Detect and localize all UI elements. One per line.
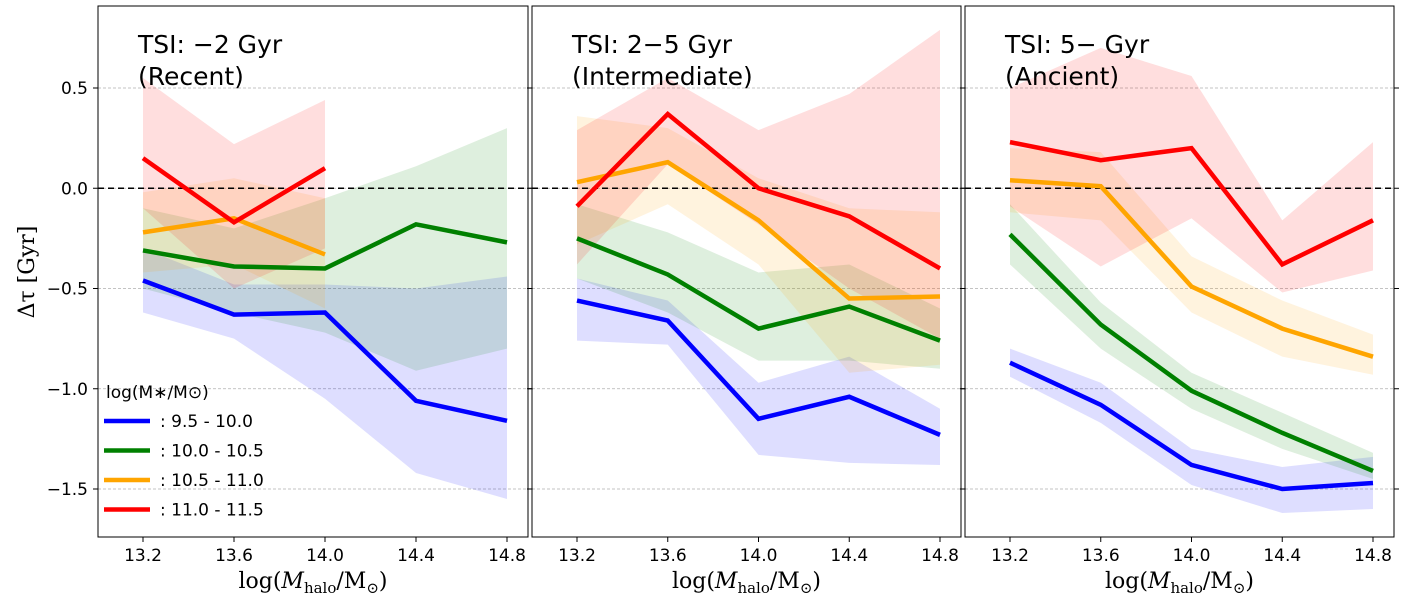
error-band — [577, 278, 940, 465]
x-tick-label: 14.8 — [921, 546, 959, 566]
x-tick-label: 13.2 — [558, 546, 596, 566]
x-tick-label: 14.0 — [306, 546, 344, 566]
legend: log(M∗/M⊙) : 9.5 - 10.0 : 10.0 - 10.5 : 10… — [104, 383, 264, 521]
x-tick-label: 13.2 — [124, 546, 162, 566]
panel-frame — [97, 5, 529, 538]
panel-title: TSI: −2 Gyr — [137, 30, 283, 59]
x-tick-label: 14.0 — [1173, 546, 1211, 566]
x-tick-label: 14.8 — [488, 546, 526, 566]
error-band — [577, 29, 940, 339]
panel-frame — [531, 5, 962, 538]
series-line — [576, 236, 941, 343]
series-line — [1009, 139, 1374, 268]
series-line — [142, 278, 508, 424]
x-tick-label: 14.4 — [397, 546, 435, 566]
error-band — [577, 204, 940, 369]
x-tick-label: 14.4 — [1263, 546, 1301, 566]
panel-title: TSI: 2−5 Gyr — [571, 30, 733, 59]
x-tick-label: 14.0 — [740, 546, 778, 566]
panel-3: 13.2 13.6 14.0 14.4 14.8 log(Mhalo/M⊙) TSI: 5−… — [960, 5, 1399, 597]
x-tick-label: 13.6 — [649, 546, 687, 566]
series-line — [142, 221, 508, 271]
y-tick-label: 0.5 — [61, 79, 88, 99]
series-line — [576, 298, 941, 437]
plot-area — [532, 29, 961, 490]
x-tick-label: 14.4 — [830, 546, 868, 566]
error-band — [1010, 348, 1373, 514]
y-tick-label: −1.5 — [47, 480, 88, 500]
legend-label: : 10.5 - 11.0 — [160, 471, 264, 491]
x-tick-label: 13.6 — [1082, 546, 1120, 566]
panel-1: 13.2 13.6 14.0 14.4 14.8 log(Mhalo/M⊙) TSI: −2… — [93, 5, 533, 597]
x-axis-label: log(Mhalo/M⊙) — [1105, 569, 1254, 597]
x-tick-label: 14.8 — [1354, 546, 1392, 566]
series-line — [1009, 360, 1374, 492]
y-axis-label: Δτ [Gyr] — [15, 226, 40, 319]
error-band — [1010, 148, 1373, 375]
y-axis: Δτ [Gyr] 0.5 0.0 −0.5 −1.0 −1.5 — [15, 79, 88, 500]
x-axis-label: log(Mhalo/M⊙) — [238, 569, 387, 597]
series-line — [575, 111, 942, 271]
panel-title: TSI: 5− Gyr — [1004, 30, 1150, 59]
series-line — [141, 156, 327, 226]
series-line — [1009, 177, 1374, 359]
panel-subtitle: (Ancient) — [1005, 62, 1119, 91]
series-line — [142, 216, 326, 257]
x-tick-label: 13.2 — [991, 546, 1029, 566]
series-line — [576, 159, 941, 301]
error-band — [143, 248, 507, 500]
legend-title: log(M∗/M⊙) — [106, 383, 209, 403]
y-tick-label: −1.0 — [47, 380, 88, 400]
y-tick-label: 0.0 — [61, 179, 88, 199]
error-band — [1010, 47, 1373, 293]
plot-area — [98, 77, 528, 500]
panels-layer: 13.2 13.6 14.0 14.4 14.8 log(Mhalo/M⊙) TSI: −2… — [93, 5, 1399, 597]
error-band — [143, 178, 325, 309]
series-line — [1008, 232, 1374, 474]
x-tick-label: 13.6 — [215, 546, 253, 566]
legend-label: : 9.5 - 10.0 — [160, 412, 253, 432]
legend-label: : 11.0 - 11.5 — [160, 501, 264, 521]
panel-subtitle: (Recent) — [138, 62, 244, 91]
panel-subtitle: (Intermediate) — [572, 62, 753, 91]
error-band — [143, 128, 507, 371]
panel-2: 13.2 13.6 14.0 14.4 14.8 log(Mhalo/M⊙) TSI: 2−… — [527, 5, 966, 597]
plot-area — [965, 47, 1394, 514]
error-band — [1010, 204, 1373, 479]
x-axis-label: log(Mhalo/M⊙) — [672, 569, 821, 597]
y-tick-label: −0.5 — [47, 280, 88, 300]
legend-label: : 10.0 - 10.5 — [160, 442, 264, 462]
panel-frame — [964, 5, 1395, 538]
